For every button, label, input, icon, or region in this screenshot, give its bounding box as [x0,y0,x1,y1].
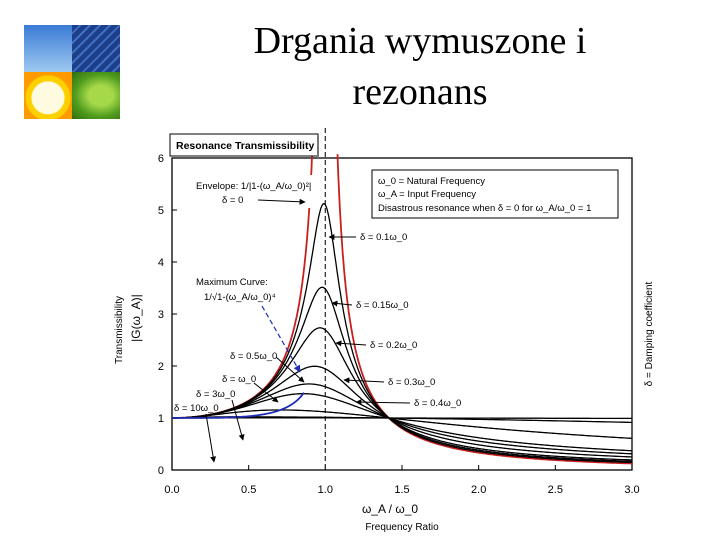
damping-curves [172,128,633,470]
wind-turbine-image [24,25,72,72]
legend-line2: ω_A = Input Frequency [378,189,476,200]
damping-curve-6 [172,409,633,440]
sun-image [24,72,72,119]
label-delta-0-3: δ = 0.3ω_0 [388,377,435,388]
x-tick-label: 2.0 [471,484,486,496]
maxcurve-formula: 1/√1-(ω_A/ω_0)⁴ [204,292,276,303]
arrow-delta-10 [205,413,217,463]
y-tick-label: 1 [158,413,164,425]
x-tick-label: 1.5 [394,484,409,496]
chart-title-box: Resonance Transmissibility [169,133,319,158]
envelope-arrow [257,198,306,205]
y-tick-label: 6 [158,153,164,165]
axis-ticks: 0.0 0.5 1.0 1.5 2.0 2.5 3.0 0 1 2 3 4 5 6 [158,153,640,496]
x-tick-label: 1.0 [318,484,333,496]
label-delta-10: δ = 10ω_0 [174,403,219,414]
maximum-curve [172,392,305,419]
y-tick-label: 5 [158,205,164,217]
solar-panel-image [72,25,120,72]
maxcurve-arrow [261,305,301,373]
x-axis-symbol: ω_A / ω_0 [362,502,418,516]
y-axis-symbol: |G(ω_A)| [129,294,143,342]
envelope-delta-label: δ = 0 [222,195,243,206]
damping-curve-8 [172,417,632,420]
arrow-delta-1 [253,382,279,403]
logo-energy-collage [24,25,120,119]
y-axis-label: Transmissibility [114,296,125,364]
legend-line1: ω_0 = Natural Frequency [378,176,485,187]
arrow-delta-0-5 [275,356,305,383]
chart-title: Resonance Transmissibility [176,140,314,152]
label-delta-0-15: δ = 0.15ω_0 [356,300,409,311]
label-delta-0-4: δ = 0.4ω_0 [414,398,461,409]
y-tick-label: 0 [158,465,164,477]
envelope-label: Envelope: 1/|1-(ω_A/ω_0)²| [196,181,311,192]
y-tick-label: 4 [158,257,164,269]
slide-title-line1: Drgania wymuszone i [253,20,587,62]
arrow-delta-3 [231,399,245,441]
arrow-delta-0-2 [335,340,367,347]
slide-title: Drgania wymuszone i rezonans [185,16,655,118]
right-axis-label: δ = Damping coefficient [644,281,655,386]
arrow-delta-0-4 [355,399,411,406]
label-delta-0-5: δ = 0.5ω_0 [230,351,277,362]
maxcurve-label: Maximum Curve: [196,277,268,288]
damping-curve-5 [172,393,633,452]
label-delta-3: δ = 3ω_0 [196,389,235,400]
x-tick-label: 2.5 [548,484,563,496]
arrow-delta-0-15 [331,300,353,307]
slide-title-line2: rezonans [352,71,488,113]
envelope-annotation: Envelope: 1/|1-(ω_A/ω_0)²| δ = 0 [186,175,316,208]
leaf-image [72,72,120,119]
y-tick-label: 2 [158,361,164,373]
damping-curve-2 [172,327,633,461]
x-axis-label: Frequency Ratio [365,522,439,533]
label-delta-0-1: δ = 0.1ω_0 [360,232,407,243]
y-tick-label: 3 [158,309,164,321]
damping-curve-4 [172,383,632,455]
curve-labels: δ = 0.1ω_0 δ = 0.15ω_0 δ = 0.2ω_0 δ = 0.… [328,232,461,409]
label-delta-1: δ = ω_0 [222,374,256,385]
curve-labels-left: δ = 0.5ω_0 δ = ω_0 δ = 3ω_0 δ = 10ω_0 [174,351,305,463]
x-tick-label: 0.0 [164,484,179,496]
legend-box: ω_0 = Natural Frequency ω_A = Input Freq… [371,169,619,219]
label-delta-0-2: δ = 0.2ω_0 [370,340,417,351]
legend-line3: Disastrous resonance when δ = 0 for ω_A/… [378,203,591,214]
damping-curve-3 [172,365,632,458]
x-tick-label: 3.0 [624,484,639,496]
x-tick-label: 0.5 [241,484,256,496]
arrow-delta-0-3 [343,377,385,384]
maxcurve-annotation: Maximum Curve: 1/√1-(ω_A/ω_0)⁴ [190,272,301,373]
